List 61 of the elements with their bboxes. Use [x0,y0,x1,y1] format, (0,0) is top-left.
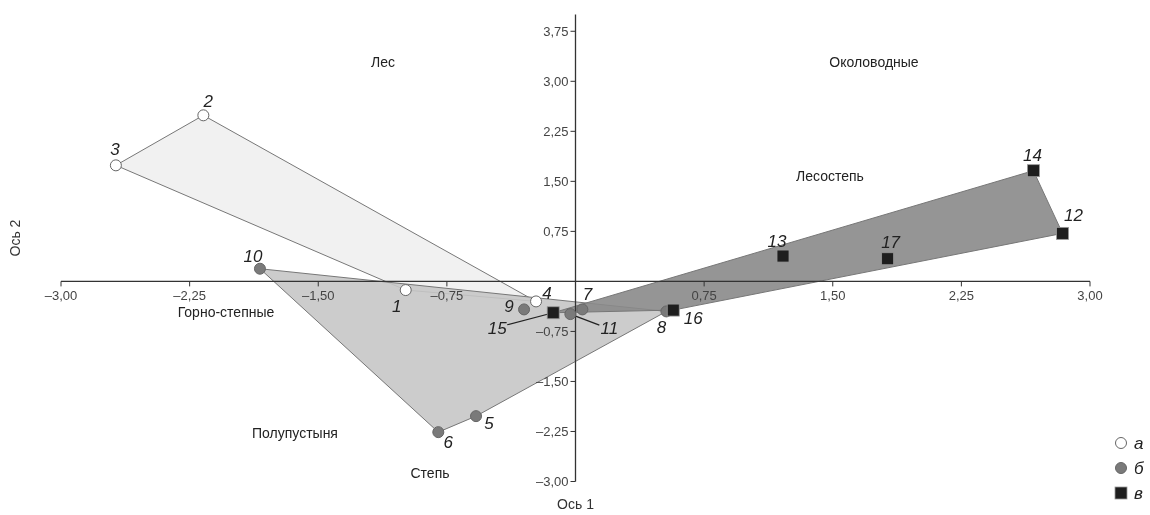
annotation: Лесостепь [796,167,864,184]
annotation: 16 [683,309,704,329]
annotation: 4 [542,284,552,304]
y-tick-label: 3,75 [543,23,569,39]
x-tick-label: 0,75 [691,288,717,304]
annotation: 1 [391,297,402,317]
point [518,303,531,316]
point [530,295,543,308]
legend-label: б [1134,458,1145,478]
legend-label: а [1134,433,1144,453]
annotation: 13 [767,232,788,251]
annotation: Околоводные [829,53,919,70]
annotation: 11 [600,319,619,339]
annotation: Полупустыня [252,424,338,441]
annotation: 17 [881,232,901,252]
annotation: 9 [504,297,515,317]
legend-label: в [1134,483,1143,503]
x-tick-label: 2,25 [948,288,975,304]
point [576,303,589,316]
annotation: 12 [1064,206,1084,226]
annotation: 10 [243,246,263,266]
annotation: 3 [110,140,121,160]
y-tick-label: 2,25 [543,123,569,139]
point [666,303,680,317]
annotation: 7 [582,285,593,305]
x-tick-label: –0,75 [430,288,464,304]
annotation: 15 [487,318,508,338]
annotation: Горно-степные [177,303,275,320]
y-tick-label: 3,00 [543,73,569,89]
point [564,308,577,321]
point [776,249,790,263]
point [253,262,266,275]
point [546,306,560,320]
y-tick-label: –1,50 [535,374,569,389]
x-tick-label: –3,00 [44,288,78,304]
y-tick-label: –2,25 [535,424,569,440]
annotation: Степь [410,464,450,481]
point [1056,226,1069,240]
point [109,159,122,172]
annotation: 2 [202,92,214,112]
x-tick-label: 1,50 [820,288,846,304]
point [399,284,412,297]
x-axis-title: Ось 1 [557,496,595,512]
point [881,252,895,266]
point [1027,164,1040,178]
x-tick-label: 3,00 [1077,288,1103,304]
x-tick-label: –1,50 [301,288,335,304]
x-tick-label: –2,25 [173,288,206,304]
y-tick-label: –3,00 [535,474,569,490]
annotation: 8 [656,318,667,338]
y-tick-label: 0,75 [543,223,569,239]
y-tick-label: 1,50 [543,173,569,189]
annotation: 6 [443,433,454,453]
point [470,410,483,423]
y-tick-label: –0,75 [535,323,569,339]
annotation: 5 [484,414,495,434]
annotation: 14 [1022,145,1042,165]
y-axis-title: Ось 2 [7,219,23,257]
point [197,109,210,122]
annotation: Лес [371,53,395,70]
point [432,426,445,439]
